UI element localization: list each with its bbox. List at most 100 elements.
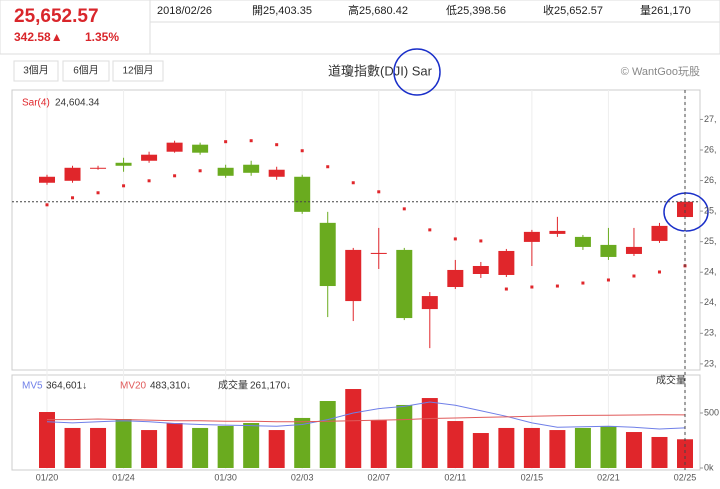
price: 25,652.57 — [14, 6, 99, 27]
candle-body — [574, 236, 591, 247]
volume-bar — [345, 389, 362, 468]
sar-dot — [428, 228, 432, 232]
x-tick-label: 01/30 — [214, 472, 237, 482]
volume-bar — [651, 436, 668, 468]
volume-bar — [625, 432, 642, 468]
sar-dot — [402, 207, 406, 211]
x-tick-label: 02/15 — [521, 472, 544, 482]
y-tick-label: 25, — [704, 236, 717, 246]
candle-body — [472, 265, 489, 274]
sar-dot — [555, 284, 559, 288]
open: 開25,403.35 — [252, 4, 312, 17]
sar-dot — [326, 165, 330, 169]
candle-body — [192, 144, 209, 153]
candle-body — [625, 246, 642, 254]
sar-dot — [96, 191, 100, 195]
volume-panel — [11, 374, 701, 471]
candle-body — [141, 154, 158, 161]
x-tick-label: 02/07 — [367, 472, 390, 482]
volume-bar — [421, 398, 438, 468]
volume-bar — [166, 423, 183, 468]
volume-bar — [217, 425, 234, 468]
volume-bar — [319, 401, 336, 468]
x-tick-label: 01/24 — [112, 472, 135, 482]
sar-dot — [300, 149, 304, 153]
sar-dot — [479, 239, 483, 243]
volume-bar — [141, 430, 158, 468]
button-label[interactable]: 6個月 — [73, 64, 99, 77]
sar-dot — [275, 143, 279, 147]
volume-bar — [64, 427, 81, 468]
y-tick-label: 25, — [704, 205, 717, 215]
x-tick-label: 02/11 — [444, 472, 466, 482]
candle-body — [268, 169, 285, 177]
annotation-circle — [393, 48, 441, 96]
volume-bar — [472, 433, 489, 468]
legend-value: 483,310↓ — [150, 381, 191, 392]
sar-dot — [122, 184, 126, 188]
chart-title: 道瓊指數(DJI) Sar — [328, 63, 433, 78]
moving-average — [47, 414, 686, 423]
volume-bar — [294, 417, 311, 468]
copyright: © WantGoo玩股 — [621, 65, 700, 78]
legend-value: 261,170↓ — [250, 381, 291, 392]
sar-dot — [632, 274, 636, 278]
volume-bar — [370, 420, 387, 468]
header-bar — [0, 0, 720, 55]
legend-name: 成交量 — [218, 379, 248, 392]
candle-body — [396, 249, 413, 319]
sar-dot — [377, 190, 381, 194]
volume-bar — [115, 419, 132, 468]
volume-bar — [192, 427, 209, 468]
close: 收25,652.57 — [543, 3, 603, 17]
annotation-circle — [663, 192, 709, 232]
high: 高25,680.42 — [348, 3, 408, 17]
y-tick-label: 23, — [704, 328, 717, 338]
y-tick-label: 24, — [704, 297, 717, 307]
volume-bar — [268, 430, 285, 468]
sar-dot — [249, 139, 253, 143]
candle-body — [345, 249, 362, 302]
volume: 量261,170 — [640, 4, 691, 17]
candle-body — [39, 176, 55, 183]
button-label[interactable]: 3個月 — [23, 64, 49, 77]
sar-value: 24,604.34 — [55, 98, 100, 109]
sar-dot — [504, 287, 508, 291]
volume-title: 成交量 — [656, 374, 686, 387]
button[interactable] — [112, 60, 164, 82]
y-tick-label: 26, — [704, 144, 717, 154]
candle-body — [294, 176, 311, 212]
sar-dot — [453, 237, 457, 241]
button-label[interactable]: 12個月 — [122, 64, 153, 77]
volume-bar — [243, 423, 260, 468]
date: 2018/02/26 — [157, 5, 212, 17]
button[interactable] — [62, 60, 110, 82]
candle-body — [651, 225, 668, 241]
candle-body — [498, 250, 515, 275]
y-tick-label: 26, — [704, 175, 717, 185]
change: 342.58▲ — [14, 30, 63, 44]
volume-bar — [677, 439, 693, 468]
sar-name: Sar(4) — [22, 98, 50, 109]
candle-body — [166, 142, 183, 152]
volume-bar — [39, 412, 55, 468]
candle-body — [90, 167, 107, 169]
sar-dot — [147, 179, 151, 183]
volume-bar — [574, 427, 591, 468]
x-tick-label: 02/21 — [597, 472, 620, 482]
price-panel — [11, 89, 701, 371]
candle-body — [523, 231, 540, 242]
volume-bar — [447, 421, 464, 468]
legend-name: MV20 — [120, 381, 147, 392]
candle-body — [549, 230, 566, 234]
low: 低25,398.56 — [446, 4, 506, 17]
y-tick-label: 24, — [704, 267, 717, 277]
moving-average — [46, 401, 686, 430]
y-tick-label: 500 — [704, 407, 719, 417]
button[interactable] — [13, 60, 59, 82]
x-tick-label: 02/03 — [291, 472, 314, 482]
volume-bar — [549, 430, 566, 468]
sar-dot — [581, 281, 585, 285]
percent: 1.35% — [85, 30, 119, 44]
volume-bar — [523, 427, 540, 468]
